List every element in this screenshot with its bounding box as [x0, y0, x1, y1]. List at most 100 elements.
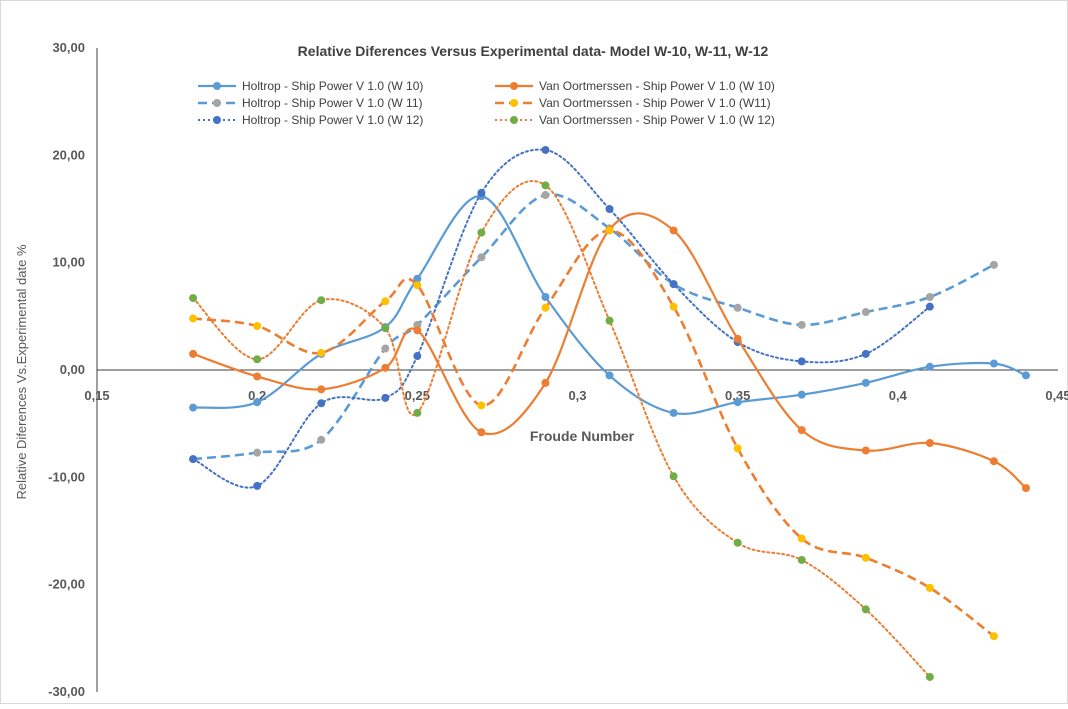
legend-swatch-marker [510, 116, 518, 124]
data-point [797, 320, 806, 329]
y-tick-label: 10,00 [52, 255, 85, 270]
data-point [669, 472, 678, 481]
series-1 [189, 192, 1030, 417]
y-tick-label: -30,00 [48, 684, 85, 699]
legend-item: Van Oortmerssen - Ship Power V 1.0 (W11) [495, 96, 771, 110]
data-point [605, 205, 614, 213]
series-line [193, 195, 1027, 415]
legend-label: Van Oortmerssen - Ship Power V 1.0 (W11) [539, 96, 771, 110]
data-point [253, 355, 262, 364]
data-point [381, 324, 390, 333]
data-point [381, 363, 390, 372]
data-point [317, 435, 326, 444]
data-point [413, 408, 422, 417]
data-point [253, 398, 262, 407]
data-point [541, 145, 550, 154]
data-point [605, 371, 614, 380]
data-point [317, 348, 326, 357]
x-tick-label: 0,3 [568, 388, 586, 403]
data-point [733, 538, 742, 547]
data-point [253, 321, 262, 330]
data-point [797, 426, 806, 435]
data-point [989, 359, 998, 368]
legend-item: Holtrop - Ship Power V 1.0 (W 10) [198, 79, 423, 93]
series-layer [189, 145, 1030, 681]
data-point [669, 302, 678, 311]
legend-label: Holtrop - Ship Power V 1.0 (W 12) [242, 113, 423, 127]
data-point [1021, 484, 1030, 493]
y-tick-label: -10,00 [48, 469, 85, 484]
data-point [925, 362, 934, 371]
data-point [669, 226, 678, 235]
x-tick-label: 0,4 [889, 388, 908, 403]
data-point [605, 226, 614, 235]
data-point [317, 399, 326, 408]
y-axis-label: Relative Diferences Vs.Experimental date… [14, 244, 29, 500]
data-point [413, 274, 422, 283]
axes: 30,00 20,00 10,00 0,00 -10,00 -20,00 -30,00 0,1… [48, 40, 1068, 699]
y-tick-label: 30,00 [52, 40, 85, 55]
data-point [541, 303, 550, 312]
x-axis-label: Froude Number [530, 428, 635, 444]
data-point [925, 583, 934, 592]
data-point [541, 181, 550, 190]
legend-item: Van Oortmerssen - Ship Power V 1.0 (W 10… [495, 79, 775, 93]
data-point [189, 455, 198, 464]
chart-title: Relative Diferences Versus Experimental … [298, 43, 769, 59]
data-point [861, 605, 870, 614]
data-point [477, 253, 486, 262]
data-point [989, 260, 998, 269]
legend-swatch-marker [510, 99, 518, 107]
series-6 [189, 180, 934, 681]
x-tick-label: 0,35 [725, 388, 750, 403]
data-point [381, 344, 390, 353]
data-point [189, 294, 198, 303]
data-point [317, 385, 326, 394]
data-point [253, 372, 262, 381]
legend-item: Holtrop - Ship Power V 1.0 (W 11) [198, 96, 423, 110]
series-line [192, 229, 995, 638]
data-point [733, 303, 742, 312]
data-point [189, 349, 198, 358]
data-point [861, 446, 870, 455]
legend-swatch-marker [213, 99, 221, 107]
data-point [413, 326, 422, 335]
data-point [477, 401, 486, 410]
legend-item: Van Oortmerssen - Ship Power V 1.0 (W 12… [495, 113, 775, 127]
data-point [253, 448, 262, 457]
data-point [925, 672, 934, 681]
data-point [797, 357, 806, 366]
series-5 [189, 226, 998, 641]
data-point [189, 403, 198, 412]
data-point [381, 297, 390, 306]
y-tick-label: 0,00 [60, 362, 85, 377]
x-tick-label: 0,45 [1045, 388, 1068, 403]
data-point [413, 352, 422, 361]
data-point [797, 555, 806, 564]
data-point [989, 632, 998, 641]
data-point [925, 293, 934, 302]
legend-swatch-marker [510, 82, 518, 90]
data-point [477, 228, 486, 237]
y-tick-label: 20,00 [52, 147, 85, 162]
data-point [317, 296, 326, 305]
data-point [925, 302, 934, 311]
data-point [797, 534, 806, 543]
data-point [541, 293, 550, 302]
data-point [989, 457, 998, 466]
legend: Holtrop - Ship Power V 1.0 (W 10) Holtrop… [198, 79, 775, 127]
data-point [733, 444, 742, 453]
series-4 [189, 212, 1030, 493]
data-point [605, 316, 614, 325]
data-point [733, 334, 742, 343]
legend-label: Holtrop - Ship Power V 1.0 (W 10) [242, 79, 423, 93]
data-point [1021, 371, 1030, 380]
legend-swatch-marker [213, 82, 221, 90]
data-point [861, 378, 870, 387]
data-point [541, 191, 550, 200]
data-point [797, 390, 806, 399]
legend-label: Van Oortmerssen - Ship Power V 1.0 (W 10… [539, 79, 775, 93]
series-line [192, 193, 995, 461]
